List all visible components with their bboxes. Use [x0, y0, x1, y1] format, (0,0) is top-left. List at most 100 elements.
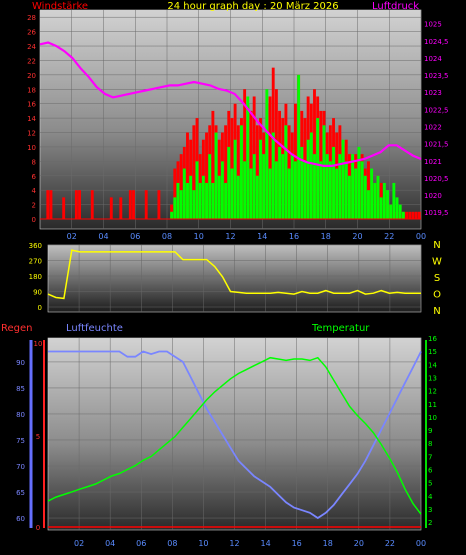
wind-tick-label: 26	[27, 29, 36, 37]
gust-bar	[357, 146, 361, 219]
gust-bar	[214, 132, 218, 219]
pressure-tick-label: 1024	[424, 55, 442, 63]
pressure-tick-label: 1021,5	[424, 141, 449, 149]
compass-label: N	[433, 240, 440, 251]
gust-bar	[354, 168, 358, 219]
wind-bar	[49, 190, 53, 219]
gust-bar	[347, 175, 351, 219]
gust-bar	[316, 118, 320, 219]
gust-bar	[309, 132, 313, 219]
time-tick-label: 08	[162, 232, 172, 241]
humidity-tick-label: 60	[16, 515, 25, 523]
gust-bar	[382, 182, 386, 219]
wind-bar	[205, 132, 208, 219]
gust-bar	[176, 182, 180, 219]
wind-bar	[157, 190, 161, 219]
direction-line	[47, 249, 421, 300]
wind-tick-label: 2	[32, 202, 36, 210]
gust-bar	[303, 161, 307, 219]
temperature-tick-label: 2	[428, 519, 432, 527]
direction-tick-label: 180	[29, 273, 42, 281]
gust-bar	[249, 168, 253, 219]
wind-tick-label: 4	[32, 187, 37, 195]
wind-tick-label: 14	[27, 115, 36, 123]
gust-bar	[363, 175, 367, 219]
gust-bar	[205, 182, 208, 219]
wind-bar	[109, 197, 113, 219]
wind-axis-label: Windstärke	[32, 1, 88, 12]
pressure-line	[39, 41, 422, 167]
time-tick-label: 02	[74, 539, 84, 548]
pressure-tick-label: 1020,5	[424, 175, 449, 183]
pressure-tick-label: 1022	[424, 123, 442, 131]
wind-bar	[128, 190, 132, 219]
wind-bar	[249, 110, 253, 219]
gust-bar	[233, 139, 237, 219]
rain-tick-label: 0	[36, 524, 40, 532]
gust-bar	[227, 146, 231, 219]
wind-tick-label: 0	[32, 216, 36, 224]
pressure-tick-label: 1023,5	[424, 72, 449, 80]
climate-grid	[48, 338, 422, 530]
gust-bar	[198, 182, 202, 219]
wind-bar	[74, 190, 78, 219]
humidity-tick-label: 85	[16, 385, 25, 393]
pressure-tick-label: 1019,5	[424, 209, 449, 217]
gust-bar	[328, 161, 332, 219]
gust-bar	[287, 168, 291, 219]
climate-axes: 60 65 70 75 80 85 90 2 3 4 5 6 7 8 9 10 11 12 13 14 15 16 0 5 10…	[16, 335, 437, 548]
gust-bar	[332, 146, 335, 219]
gust-bar	[376, 175, 380, 219]
time-tick-label: 10	[194, 232, 204, 241]
wind-bar	[144, 190, 148, 219]
time-tick-label: 18	[323, 539, 333, 548]
wind-tick-label: 28	[27, 14, 36, 22]
temperature-tick-label: 11	[428, 401, 437, 409]
gust-bar	[265, 89, 269, 219]
time-tick-label: 10	[198, 539, 208, 548]
gust-bar	[335, 168, 339, 219]
wind-bar	[173, 168, 177, 219]
wind-bar	[90, 190, 94, 219]
wind-bar	[405, 211, 408, 219]
wind-bar	[119, 197, 123, 219]
gust-bar	[300, 146, 304, 219]
time-tick-label: 14	[257, 232, 267, 241]
wind-axes: 02468101214161820222426281019,510201020,…	[27, 14, 448, 241]
time-tick-label: 12	[229, 539, 239, 548]
wind-tick-label: 8	[32, 158, 36, 166]
wind-bar	[243, 89, 247, 219]
gust-bar	[392, 182, 396, 219]
gust-bar	[262, 154, 266, 219]
gust-bar	[278, 146, 281, 219]
humidity-tick-label: 80	[16, 411, 25, 419]
gust-bar	[395, 197, 399, 219]
gust-bar	[195, 161, 199, 219]
gust-bar	[252, 154, 256, 219]
gust-bar	[341, 139, 345, 219]
gust-bar	[290, 154, 294, 219]
pressure-axis-label: Luftdruck	[372, 1, 419, 12]
time-tick-label: 02	[67, 232, 77, 241]
time-tick-label: 08	[167, 539, 177, 548]
wind-bar	[78, 190, 81, 219]
gust-bar	[379, 197, 383, 219]
temperature-tick-label: 9	[428, 427, 432, 435]
wind-bar	[186, 132, 189, 219]
wind-bar	[274, 89, 278, 219]
pressure-tick-label: 1022,5	[424, 106, 449, 114]
temperature-tick-label: 3	[428, 506, 432, 514]
compass-label: W	[432, 257, 442, 268]
gust-bar	[179, 190, 183, 219]
humidity-tick-label: 90	[16, 359, 25, 367]
gust-bar	[338, 154, 342, 219]
gust-bar	[322, 125, 326, 219]
gust-bar	[220, 161, 224, 219]
temperature-tick-label: 13	[428, 374, 437, 382]
gust-bar	[240, 125, 243, 219]
gust-bar	[313, 154, 316, 219]
wind-tick-label: 16	[27, 101, 36, 109]
